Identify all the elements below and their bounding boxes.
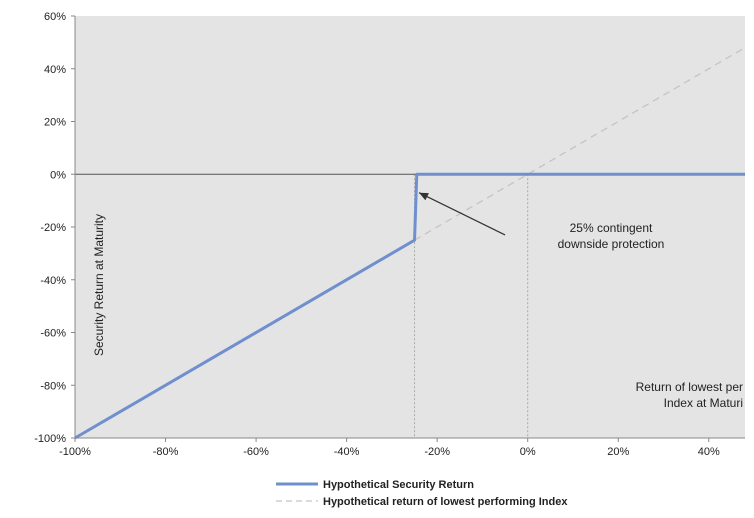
- plot-area: [75, 16, 745, 438]
- x-axis-title-line-2: Index at Maturi: [664, 396, 743, 410]
- x-tick-label: -60%: [243, 446, 269, 458]
- legend-label-0: Hypothetical Security Return: [323, 479, 474, 491]
- y-tick-label: -80%: [40, 380, 66, 392]
- y-tick-label: -40%: [40, 275, 66, 287]
- x-tick-label: -80%: [153, 446, 179, 458]
- x-axis-title-line-1: Return of lowest per: [636, 380, 743, 394]
- series-line-1: [414, 47, 746, 241]
- y-tick-label: -100%: [34, 433, 66, 445]
- annotation-text-line: 25% contingent: [570, 221, 653, 235]
- series-line-0: [74, 172, 745, 440]
- annotation-arrow-line: [418, 192, 506, 236]
- x-tick-label: 40%: [698, 446, 720, 458]
- annotation-text-line: downside protection: [558, 237, 665, 251]
- x-tick-label: -20%: [424, 446, 450, 458]
- y-tick-label: 60%: [44, 11, 66, 23]
- y-tick-label: -20%: [40, 222, 66, 234]
- y-tick-label: 40%: [44, 64, 66, 76]
- y-tick-label: -60%: [40, 328, 66, 340]
- annotation-arrow-head: [419, 192, 429, 201]
- x-tick-label: 0%: [520, 446, 536, 458]
- legend-label-1: Hypothetical return of lowest performing…: [323, 496, 568, 508]
- y-axis-title: Security Return at Maturity: [92, 214, 106, 356]
- x-tick-label: -40%: [334, 446, 360, 458]
- x-tick-label: -100%: [59, 446, 91, 458]
- y-tick-label: 20%: [44, 117, 66, 129]
- y-tick-label: 0%: [50, 169, 66, 181]
- x-tick-label: 20%: [607, 446, 629, 458]
